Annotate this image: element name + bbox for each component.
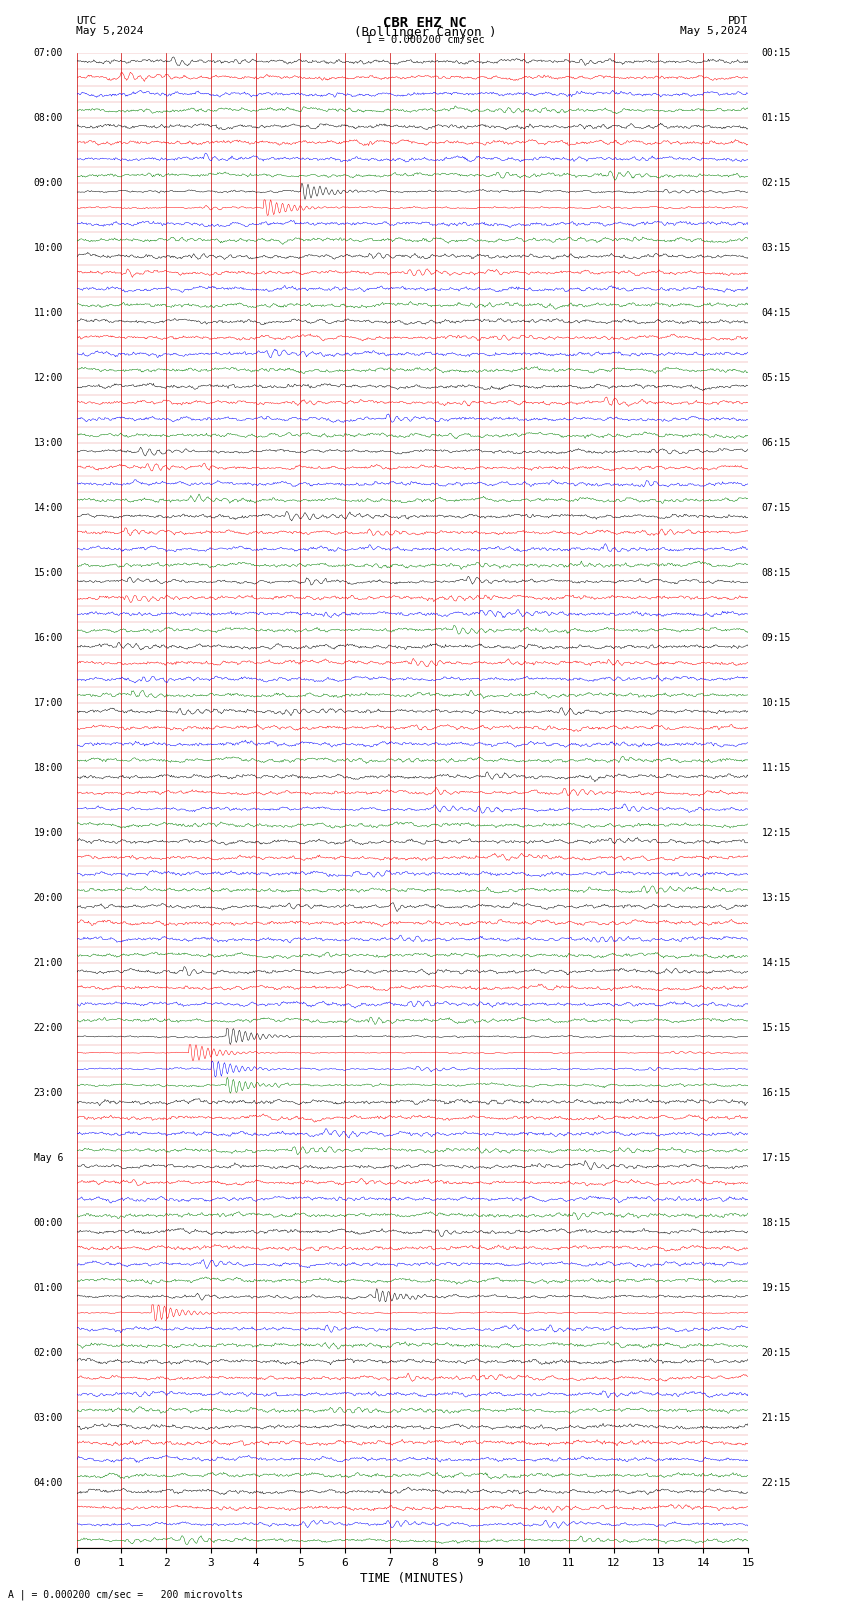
Text: 15:15: 15:15 — [762, 1023, 790, 1034]
Text: 20:00: 20:00 — [34, 894, 63, 903]
Text: 01:00: 01:00 — [34, 1284, 63, 1294]
Text: 09:00: 09:00 — [34, 179, 63, 189]
Text: 18:15: 18:15 — [762, 1218, 790, 1229]
Text: I = 0.000200 cm/sec: I = 0.000200 cm/sec — [366, 35, 484, 45]
Text: 12:15: 12:15 — [762, 829, 790, 839]
Text: 06:15: 06:15 — [762, 439, 790, 448]
Text: PDT: PDT — [728, 16, 748, 26]
Text: CBR EHZ NC: CBR EHZ NC — [383, 16, 467, 31]
Text: 03:15: 03:15 — [762, 244, 790, 253]
Text: 21:15: 21:15 — [762, 1413, 790, 1423]
Text: 13:00: 13:00 — [34, 439, 63, 448]
Text: 05:15: 05:15 — [762, 373, 790, 384]
Text: A | = 0.000200 cm/sec =   200 microvolts: A | = 0.000200 cm/sec = 200 microvolts — [8, 1589, 243, 1600]
Text: 07:15: 07:15 — [762, 503, 790, 513]
Text: 17:00: 17:00 — [34, 698, 63, 708]
Text: 16:15: 16:15 — [762, 1089, 790, 1098]
Text: 16:00: 16:00 — [34, 634, 63, 644]
Text: 20:15: 20:15 — [762, 1348, 790, 1358]
Text: 00:15: 00:15 — [762, 48, 790, 58]
Text: 17:15: 17:15 — [762, 1153, 790, 1163]
Text: 14:15: 14:15 — [762, 958, 790, 968]
Text: 14:00: 14:00 — [34, 503, 63, 513]
Text: 02:00: 02:00 — [34, 1348, 63, 1358]
Text: 02:15: 02:15 — [762, 179, 790, 189]
Text: 19:00: 19:00 — [34, 829, 63, 839]
Text: UTC: UTC — [76, 16, 97, 26]
Text: May 6: May 6 — [34, 1153, 63, 1163]
Text: 22:00: 22:00 — [34, 1023, 63, 1034]
Text: 12:00: 12:00 — [34, 373, 63, 384]
Text: May 5,2024: May 5,2024 — [76, 26, 144, 35]
X-axis label: TIME (MINUTES): TIME (MINUTES) — [360, 1573, 465, 1586]
Text: 09:15: 09:15 — [762, 634, 790, 644]
Text: 00:00: 00:00 — [34, 1218, 63, 1229]
Text: 21:00: 21:00 — [34, 958, 63, 968]
Text: 13:15: 13:15 — [762, 894, 790, 903]
Text: 08:00: 08:00 — [34, 113, 63, 123]
Text: 22:15: 22:15 — [762, 1479, 790, 1489]
Text: (Bollinger Canyon ): (Bollinger Canyon ) — [354, 26, 496, 39]
Text: 18:00: 18:00 — [34, 763, 63, 773]
Text: 04:15: 04:15 — [762, 308, 790, 318]
Text: 15:00: 15:00 — [34, 568, 63, 579]
Text: 08:15: 08:15 — [762, 568, 790, 579]
Text: 01:15: 01:15 — [762, 113, 790, 123]
Text: 10:00: 10:00 — [34, 244, 63, 253]
Text: 11:00: 11:00 — [34, 308, 63, 318]
Text: 19:15: 19:15 — [762, 1284, 790, 1294]
Text: 03:00: 03:00 — [34, 1413, 63, 1423]
Text: 10:15: 10:15 — [762, 698, 790, 708]
Text: 11:15: 11:15 — [762, 763, 790, 773]
Text: May 5,2024: May 5,2024 — [681, 26, 748, 35]
Text: 23:00: 23:00 — [34, 1089, 63, 1098]
Text: 04:00: 04:00 — [34, 1479, 63, 1489]
Text: 07:00: 07:00 — [34, 48, 63, 58]
